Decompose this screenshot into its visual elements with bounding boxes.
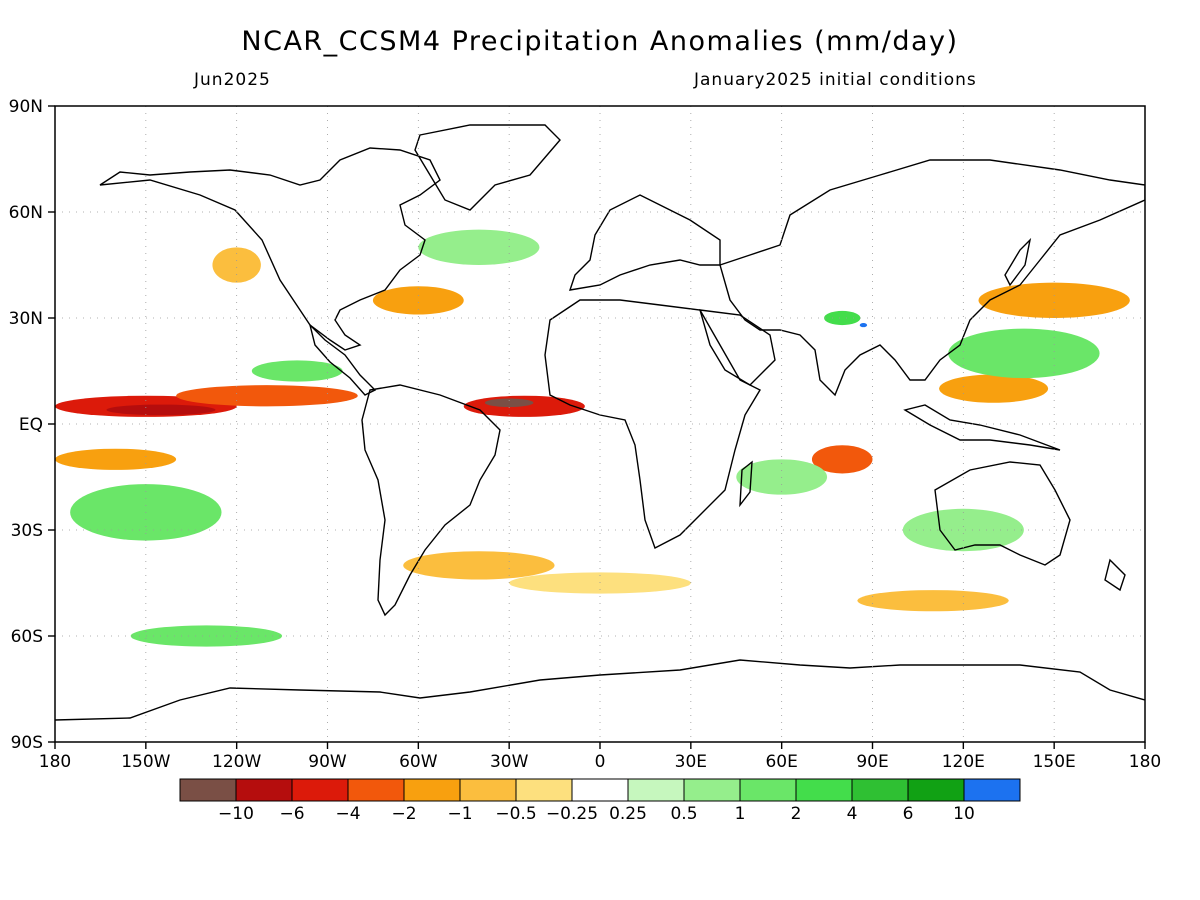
antarctica-outline bbox=[55, 659, 1145, 721]
colorbar-swatch bbox=[291, 778, 349, 802]
anomaly-patch bbox=[55, 448, 177, 470]
anomaly-patch bbox=[902, 508, 1024, 552]
arabia-outline bbox=[699, 309, 776, 386]
lon-tick-label: 60E bbox=[765, 752, 797, 772]
colorbar-swatch bbox=[739, 778, 797, 802]
anomaly-patch bbox=[176, 385, 358, 407]
anomaly-patch bbox=[463, 395, 585, 417]
colorbar-label: 10 bbox=[953, 804, 975, 824]
colorbar-swatch bbox=[179, 778, 237, 802]
colorbar-swatch bbox=[795, 778, 853, 802]
colorbar-swatch bbox=[571, 778, 629, 802]
colorbar-swatch bbox=[515, 778, 573, 802]
anomaly-patch bbox=[106, 404, 216, 416]
anomaly-patch bbox=[484, 398, 534, 408]
colorbar-swatch bbox=[403, 778, 461, 802]
colorbar-label: 6 bbox=[903, 804, 914, 824]
lon-tick-label: 30W bbox=[490, 752, 529, 772]
lon-tick-label: 150E bbox=[1033, 752, 1076, 772]
central-america-outline bbox=[308, 322, 377, 396]
lon-tick-label: 60W bbox=[399, 752, 438, 772]
lon-tick-label: 30E bbox=[675, 752, 707, 772]
colorbar-swatch bbox=[683, 778, 741, 802]
north-america-outline bbox=[99, 147, 441, 351]
colorbar-swatch bbox=[459, 778, 517, 802]
lat-tick-label: 60N bbox=[9, 203, 43, 223]
australia-outline bbox=[934, 461, 1071, 566]
colorbar-label: 0.25 bbox=[609, 804, 647, 824]
colorbar: −10 −6 −4 −2 −1 −0.5 −0.25 0.25 0.5 1 2 4 6 10 bbox=[179, 778, 1021, 824]
colorbar-label: −1 bbox=[447, 804, 472, 824]
colorbar-swatch bbox=[347, 778, 405, 802]
valid-month-label: Jun2025 bbox=[194, 70, 271, 90]
lat-tick-label: 90S bbox=[11, 733, 43, 753]
madagascar-outline bbox=[739, 460, 753, 508]
colorbar-label: −10 bbox=[218, 804, 254, 824]
colorbar-label: 0.5 bbox=[670, 804, 697, 824]
africa-outline bbox=[544, 299, 761, 549]
anomaly-patch bbox=[811, 445, 873, 474]
lat-tick-label: EQ bbox=[19, 415, 43, 435]
colorbar-swatch bbox=[235, 778, 293, 802]
colorbar-label: −2 bbox=[391, 804, 416, 824]
colorbar-label: −0.5 bbox=[495, 804, 536, 824]
asia-outline bbox=[719, 159, 1145, 397]
lon-tick-label: 180 bbox=[39, 752, 71, 772]
anomaly-patch bbox=[251, 360, 343, 382]
colorbar-label: −0.25 bbox=[546, 804, 598, 824]
init-conditions-label: January2025 initial conditions bbox=[694, 70, 977, 90]
anomaly-patch bbox=[978, 282, 1130, 319]
coastlines bbox=[55, 124, 1145, 721]
lon-tick-label: 90E bbox=[856, 752, 888, 772]
colorbar-swatch bbox=[851, 778, 909, 802]
colorbar-swatch bbox=[907, 778, 965, 802]
lat-tick-label: 90N bbox=[9, 97, 43, 117]
lon-tick-label: 180 bbox=[1129, 752, 1161, 772]
japan-outline bbox=[1004, 237, 1032, 287]
colorbar-label: 4 bbox=[847, 804, 858, 824]
lat-tick-label: 60S bbox=[11, 627, 43, 647]
lon-tick-label: 120E bbox=[942, 752, 985, 772]
colorbar-label: −6 bbox=[279, 804, 304, 824]
anomaly-patch bbox=[857, 590, 1009, 612]
anomaly-patch bbox=[859, 322, 868, 328]
colorbar-label: −4 bbox=[335, 804, 360, 824]
indonesia-outline bbox=[903, 404, 1061, 451]
colorbar-label: 1 bbox=[735, 804, 746, 824]
south-america-outline bbox=[361, 384, 501, 617]
lat-lon-grid bbox=[55, 106, 1145, 742]
anomaly-patch bbox=[948, 328, 1100, 379]
colorbar-label: 2 bbox=[791, 804, 802, 824]
lon-tick-label: 150W bbox=[121, 752, 170, 772]
anomaly-patch bbox=[939, 374, 1049, 403]
colorbar-swatch bbox=[963, 778, 1021, 802]
new-zealand-outline bbox=[1104, 558, 1126, 592]
lon-tick-label: 90W bbox=[308, 752, 347, 772]
lat-tick-label: 30N bbox=[9, 309, 43, 329]
lon-tick-label: 120W bbox=[212, 752, 261, 772]
lon-tick-label: 0 bbox=[595, 752, 606, 772]
map-title: NCAR_CCSM4 Precipitation Anomalies (mm/d… bbox=[241, 26, 959, 57]
anomaly-patch bbox=[130, 625, 283, 647]
colorbar-swatch bbox=[627, 778, 685, 802]
europe-outline bbox=[568, 194, 721, 291]
anomaly-patch bbox=[212, 247, 261, 283]
greenland-outline bbox=[414, 124, 561, 211]
map-frame bbox=[54, 105, 1146, 743]
anomaly-field bbox=[55, 229, 1130, 647]
anomaly-patch bbox=[403, 551, 555, 580]
anomaly-patch bbox=[372, 286, 464, 315]
anomaly-patch bbox=[418, 229, 540, 265]
lat-tick-label: 30S bbox=[11, 521, 43, 541]
anomaly-patch bbox=[824, 310, 861, 326]
